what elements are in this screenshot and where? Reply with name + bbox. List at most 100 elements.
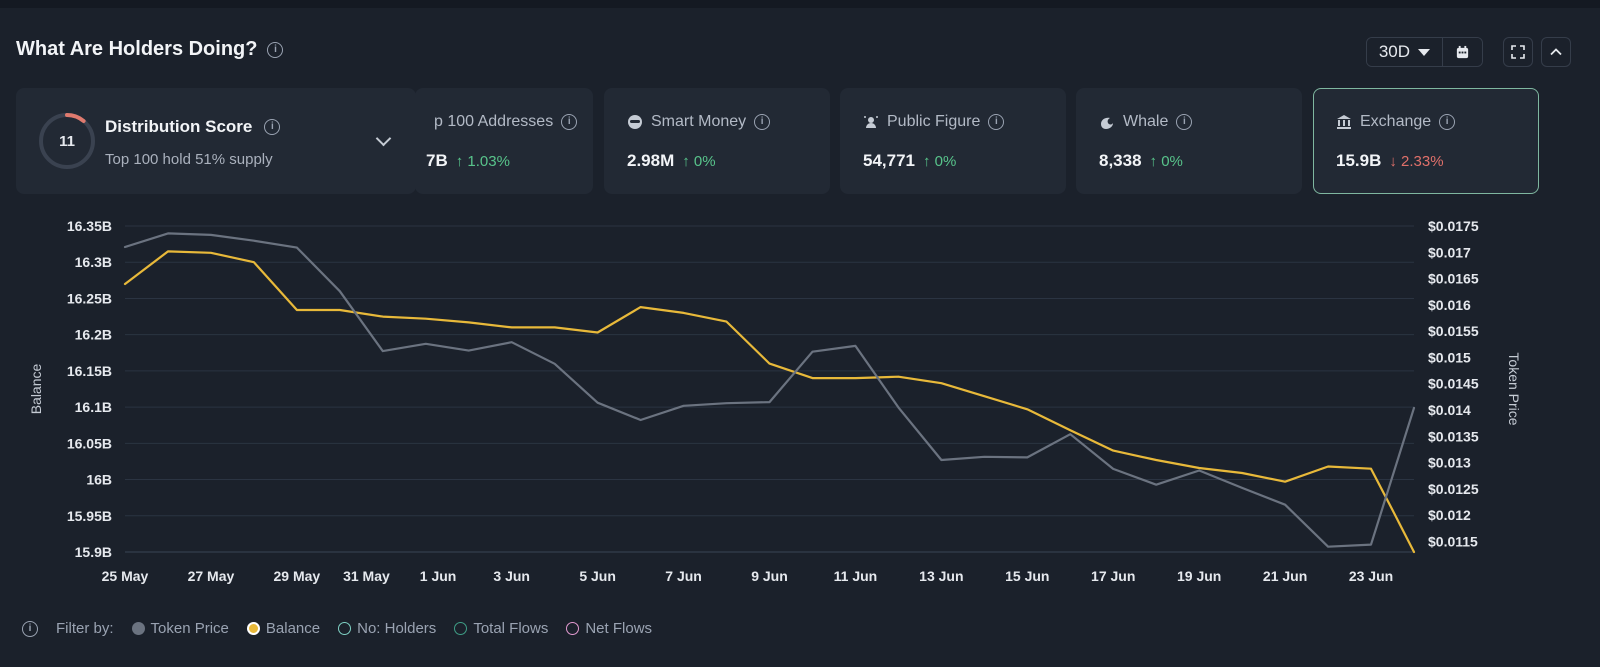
data-point-token-price xyxy=(811,350,814,353)
info-icon[interactable]: i xyxy=(561,114,578,130)
card-label-row: Public Figure i xyxy=(863,113,1005,131)
legend-item-balance[interactable]: Balance xyxy=(246,620,321,637)
balance-price-chart[interactable]: 16.35B 16.3B 16.25B 16.2B 16.15B 16.1B 16.05B 1… xyxy=(0,200,1600,610)
series-line-balance xyxy=(123,250,1416,554)
data-point-balance xyxy=(1370,467,1372,470)
data-point-token-price xyxy=(897,406,900,409)
info-icon[interactable]: i xyxy=(1439,114,1456,130)
holders-panel: What Are Holders Doing? i 30D xyxy=(0,8,1600,667)
data-point-token-price xyxy=(768,401,771,403)
x-tick-label: 13 Jun xyxy=(919,568,963,584)
card-value: 15.9B xyxy=(1336,151,1382,170)
card-label: Whale xyxy=(1123,113,1169,130)
distribution-score-card[interactable]: 11 Distribution Score i Top 100 hold 51%… xyxy=(16,88,416,194)
collapse-button[interactable] xyxy=(1541,37,1571,67)
data-point-token-price xyxy=(983,456,986,458)
legend-item-no-holders[interactable]: No: Holders xyxy=(338,620,436,637)
data-point-balance xyxy=(596,331,599,334)
card-value: 54,771 xyxy=(863,151,915,170)
card-value: 8,338 xyxy=(1099,151,1142,170)
info-icon[interactable]: i xyxy=(1176,114,1193,130)
y-tick-label: 16.2B xyxy=(75,327,112,343)
data-point-balance xyxy=(725,320,728,323)
data-point-balance xyxy=(1155,459,1157,461)
data-point-balance xyxy=(124,283,126,285)
x-tick-label: 7 Jun xyxy=(665,568,702,584)
data-point-balance xyxy=(682,312,685,314)
distribution-subtitle: Top 100 hold 51% supply xyxy=(105,151,273,168)
card-value: 7B xyxy=(426,151,448,170)
data-point-token-price xyxy=(1241,487,1243,489)
y-tick-label: 16.1B xyxy=(75,399,112,415)
info-icon[interactable]: i xyxy=(754,114,771,130)
y2-tick-label: $0.015 xyxy=(1428,349,1471,365)
legend-dot-icon xyxy=(246,622,260,635)
range-selector: 30D xyxy=(1365,37,1483,67)
card-label-row: Smart Money i xyxy=(627,113,771,131)
data-point-token-price xyxy=(253,239,255,242)
card-whale[interactable]: Whale i 8,338 ↑ 0% xyxy=(1076,88,1302,194)
card-smart-money[interactable]: Smart Money i 2.98M ↑ 0% xyxy=(604,88,830,194)
y2-tick-label: $0.0165 xyxy=(1428,271,1479,287)
data-point-token-price xyxy=(639,419,642,421)
info-icon[interactable]: i xyxy=(267,41,284,58)
legend-label: Balance xyxy=(265,620,321,637)
x-tick-label: 17 Jun xyxy=(1091,568,1135,584)
y-tick-label: 16.15B xyxy=(67,363,112,379)
range-dropdown[interactable]: 30D xyxy=(1366,38,1442,66)
data-point-balance xyxy=(510,326,513,329)
card-change: ↑ 1.03% xyxy=(455,153,510,170)
exchange-icon xyxy=(1337,115,1351,129)
legend-item-net-flows[interactable]: Net Flows xyxy=(566,620,652,637)
card-label: Smart Money xyxy=(651,113,747,130)
data-point-balance xyxy=(210,252,212,254)
data-point-token-price xyxy=(210,234,212,236)
y2-tick-label: $0.017 xyxy=(1428,244,1471,260)
data-point-token-price xyxy=(1370,543,1372,546)
y-tick-label: 16.35B xyxy=(67,218,112,234)
data-point-balance xyxy=(382,315,384,318)
data-point-token-price xyxy=(1069,433,1072,435)
chevron-up-icon xyxy=(1550,48,1562,56)
score-value: 11 xyxy=(59,132,75,150)
x-tick-label: 11 Jun xyxy=(834,568,878,584)
data-point-balance xyxy=(425,317,427,320)
card-exchange[interactable]: Exchange i 15.9B ↓ 2.33% xyxy=(1313,88,1539,194)
data-point-balance xyxy=(167,250,169,253)
y-tick-label: 16.05B xyxy=(67,435,112,451)
x-tick-label: 15 Jun xyxy=(1005,568,1049,584)
x-tick-label: 9 Jun xyxy=(751,568,788,584)
x-tick-label: 25 May xyxy=(102,568,149,584)
chart-area[interactable]: 16.35B 16.3B 16.25B 16.2B 16.15B 16.1B 16.05B 1… xyxy=(0,200,1600,610)
legend-label: Total Flows xyxy=(473,620,549,637)
calendar-button[interactable] xyxy=(1442,38,1482,66)
calendar-icon xyxy=(1456,45,1469,58)
card-label: Exchange xyxy=(1360,113,1432,130)
expand-button[interactable] xyxy=(1503,37,1533,67)
range-label: 30D xyxy=(1378,42,1410,61)
x-tick-label: 31 May xyxy=(343,568,390,584)
data-point-balance xyxy=(1413,551,1415,553)
info-icon[interactable]: i xyxy=(22,620,38,637)
data-point-token-price xyxy=(1155,483,1157,486)
legend-dot-icon xyxy=(338,622,352,635)
data-point-balance xyxy=(1241,472,1243,474)
y2-tick-label: $0.0145 xyxy=(1428,376,1479,392)
card-change-value: 0% xyxy=(1161,153,1183,170)
y-tick-label: 16.3B xyxy=(75,254,112,270)
info-icon[interactable]: i xyxy=(988,114,1005,130)
card-value-row: 8,338 ↑ 0% xyxy=(1099,151,1183,171)
y2-tick-label: $0.014 xyxy=(1428,402,1471,418)
data-point-token-price xyxy=(1112,468,1114,470)
y2-tick-label: $0.0135 xyxy=(1428,428,1479,444)
card-public-figure[interactable]: Public Figure i 54,771 ↑ 0% xyxy=(840,88,1066,194)
card-value-row: 15.9B ↓ 2.33% xyxy=(1336,151,1444,171)
legend-item-token-price[interactable]: Token Price xyxy=(131,620,229,637)
info-icon[interactable]: i xyxy=(264,119,281,135)
card-top-addresses[interactable]: p 100 Addresses i 7B ↑ 1.03% xyxy=(415,88,593,194)
data-point-balance xyxy=(1284,480,1286,483)
chevron-down-icon[interactable] xyxy=(375,130,392,147)
data-point-balance xyxy=(553,326,556,329)
y-tick-label: 16.25B xyxy=(67,290,112,306)
legend-item-total-flows[interactable]: Total Flows xyxy=(454,620,548,637)
